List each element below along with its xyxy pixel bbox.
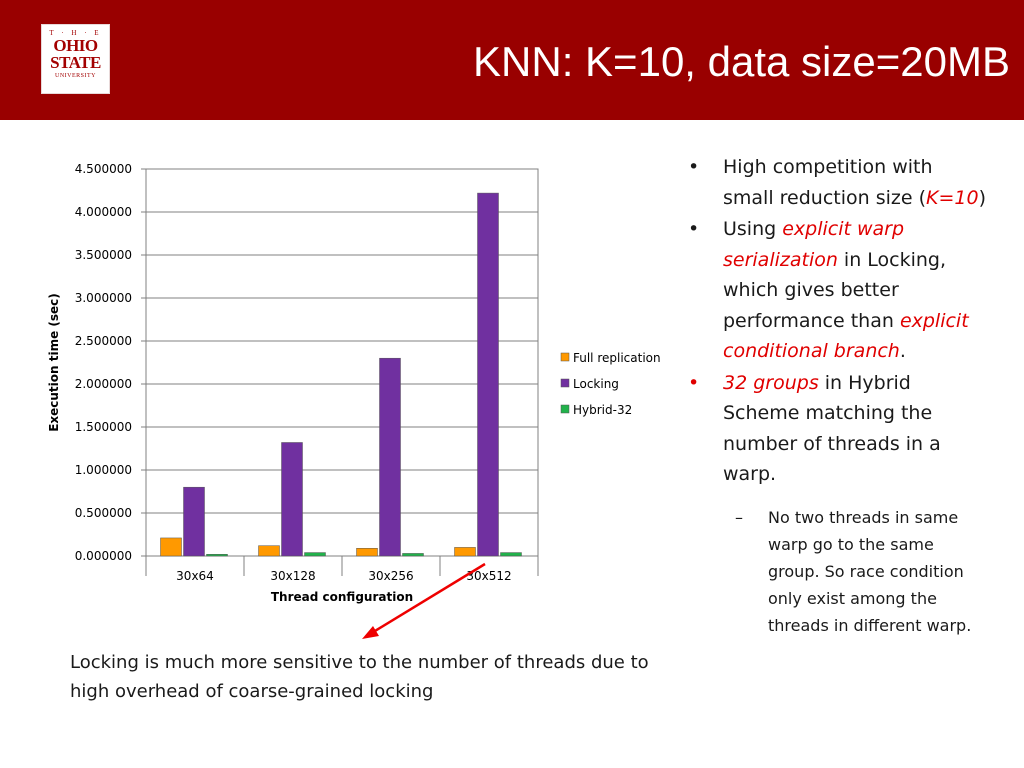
legend-swatch bbox=[560, 404, 570, 414]
bullet-marker: • bbox=[688, 156, 700, 178]
chart-annotation: Locking is much more sensitive to the nu… bbox=[70, 652, 649, 702]
bar-locking bbox=[477, 192, 499, 557]
y-tick-label: 3.000000 bbox=[75, 291, 132, 305]
bullet-2-text-c: . bbox=[899, 340, 906, 362]
bar-locking bbox=[379, 357, 401, 557]
logo-ohio: OHIO bbox=[53, 36, 98, 55]
bullet-item-2: • Using explicit warp serialization in L… bbox=[688, 214, 988, 367]
bullet-2-emphasis-b: explicit conditional branch bbox=[723, 309, 969, 363]
x-tick-label: 30x256 bbox=[368, 569, 413, 583]
legend-label: Full replication bbox=[573, 351, 661, 365]
logo-state: STATE bbox=[50, 53, 101, 72]
bullet-2-text-b: in Locking, which gives better performan… bbox=[723, 248, 947, 332]
annotation-arrow-line bbox=[369, 562, 486, 636]
bar-hybrid-32 bbox=[500, 552, 522, 557]
y-tick-label: 3.500000 bbox=[75, 248, 132, 262]
sub-bullet-marker: – bbox=[735, 507, 743, 527]
sub-bullet-item: – No two threads in same warp go to the … bbox=[688, 504, 988, 639]
x-tick-label: 30x512 bbox=[466, 569, 511, 583]
annotation-arrow-head bbox=[362, 626, 379, 639]
legend-label: Locking bbox=[573, 377, 619, 391]
bullet-3-text: in Hybrid Scheme matching the number of … bbox=[723, 371, 941, 486]
legend-swatch bbox=[560, 378, 570, 388]
bullet-item-1: • High competition with small reduction … bbox=[688, 152, 988, 213]
bar-full-replication bbox=[160, 537, 182, 557]
y-tick-label: 0.500000 bbox=[75, 506, 132, 520]
university-logo: T · H · E OHIO STATE UNIVERSITY bbox=[41, 24, 110, 94]
slide-title: KNN: K=10, data size=20MB bbox=[473, 38, 1010, 85]
y-tick-label: 2.000000 bbox=[75, 377, 132, 391]
y-tick-label: 1.000000 bbox=[75, 463, 132, 477]
bar-full-replication bbox=[454, 547, 476, 557]
x-tick-label: 30x64 bbox=[176, 569, 214, 583]
bullet-1-text: High competition with small reduction si… bbox=[723, 156, 933, 209]
bullet-list: • High competition with small reduction … bbox=[688, 152, 988, 639]
y-tick-label: 2.500000 bbox=[75, 334, 132, 348]
bullet-2-text-a: Using bbox=[723, 218, 783, 240]
bullet-marker: • bbox=[688, 218, 700, 240]
bullet-1-end: ) bbox=[978, 186, 986, 209]
bullet-marker-red: • bbox=[688, 371, 700, 394]
x-axis-label: Thread configuration bbox=[271, 590, 413, 604]
legend-swatch bbox=[560, 352, 570, 362]
y-axis-label: Execution time (sec) bbox=[47, 293, 61, 432]
y-tick-label: 4.500000 bbox=[75, 162, 132, 176]
bar-hybrid-32 bbox=[402, 553, 424, 557]
y-tick-label: 4.000000 bbox=[75, 205, 132, 219]
bar-chart: 0.000000 0.500000 1.000000 1.500000 2.000000… bbox=[47, 162, 661, 639]
bullet-1-emphasis: K=10 bbox=[926, 186, 979, 209]
y-tick-label: 1.500000 bbox=[75, 420, 132, 434]
bar-locking bbox=[281, 442, 303, 557]
plot-area bbox=[145, 168, 539, 557]
y-tick-label: 0.000000 bbox=[75, 549, 132, 563]
logo-university: UNIVERSITY bbox=[55, 73, 96, 79]
bar-full-replication bbox=[356, 548, 378, 557]
bullet-3-emphasis: 32 groups bbox=[723, 371, 819, 394]
title-bar: T · H · E OHIO STATE UNIVERSITY KNN: K=1… bbox=[0, 0, 1024, 120]
bar-hybrid-32 bbox=[304, 552, 326, 557]
bullet-item-3: • 32 groups in Hybrid Scheme matching th… bbox=[688, 368, 988, 490]
bar-hybrid-32 bbox=[206, 554, 228, 557]
x-tick-label: 30x128 bbox=[270, 569, 315, 583]
bar-locking bbox=[183, 486, 205, 557]
legend-label: Hybrid-32 bbox=[573, 403, 632, 417]
sub-bullet-text: No two threads in same warp go to the sa… bbox=[768, 507, 972, 635]
logo-the: T · H · E bbox=[49, 29, 102, 37]
bullet-2-emphasis-a: explicit warp serialization bbox=[723, 218, 905, 271]
bar-full-replication bbox=[258, 545, 280, 557]
